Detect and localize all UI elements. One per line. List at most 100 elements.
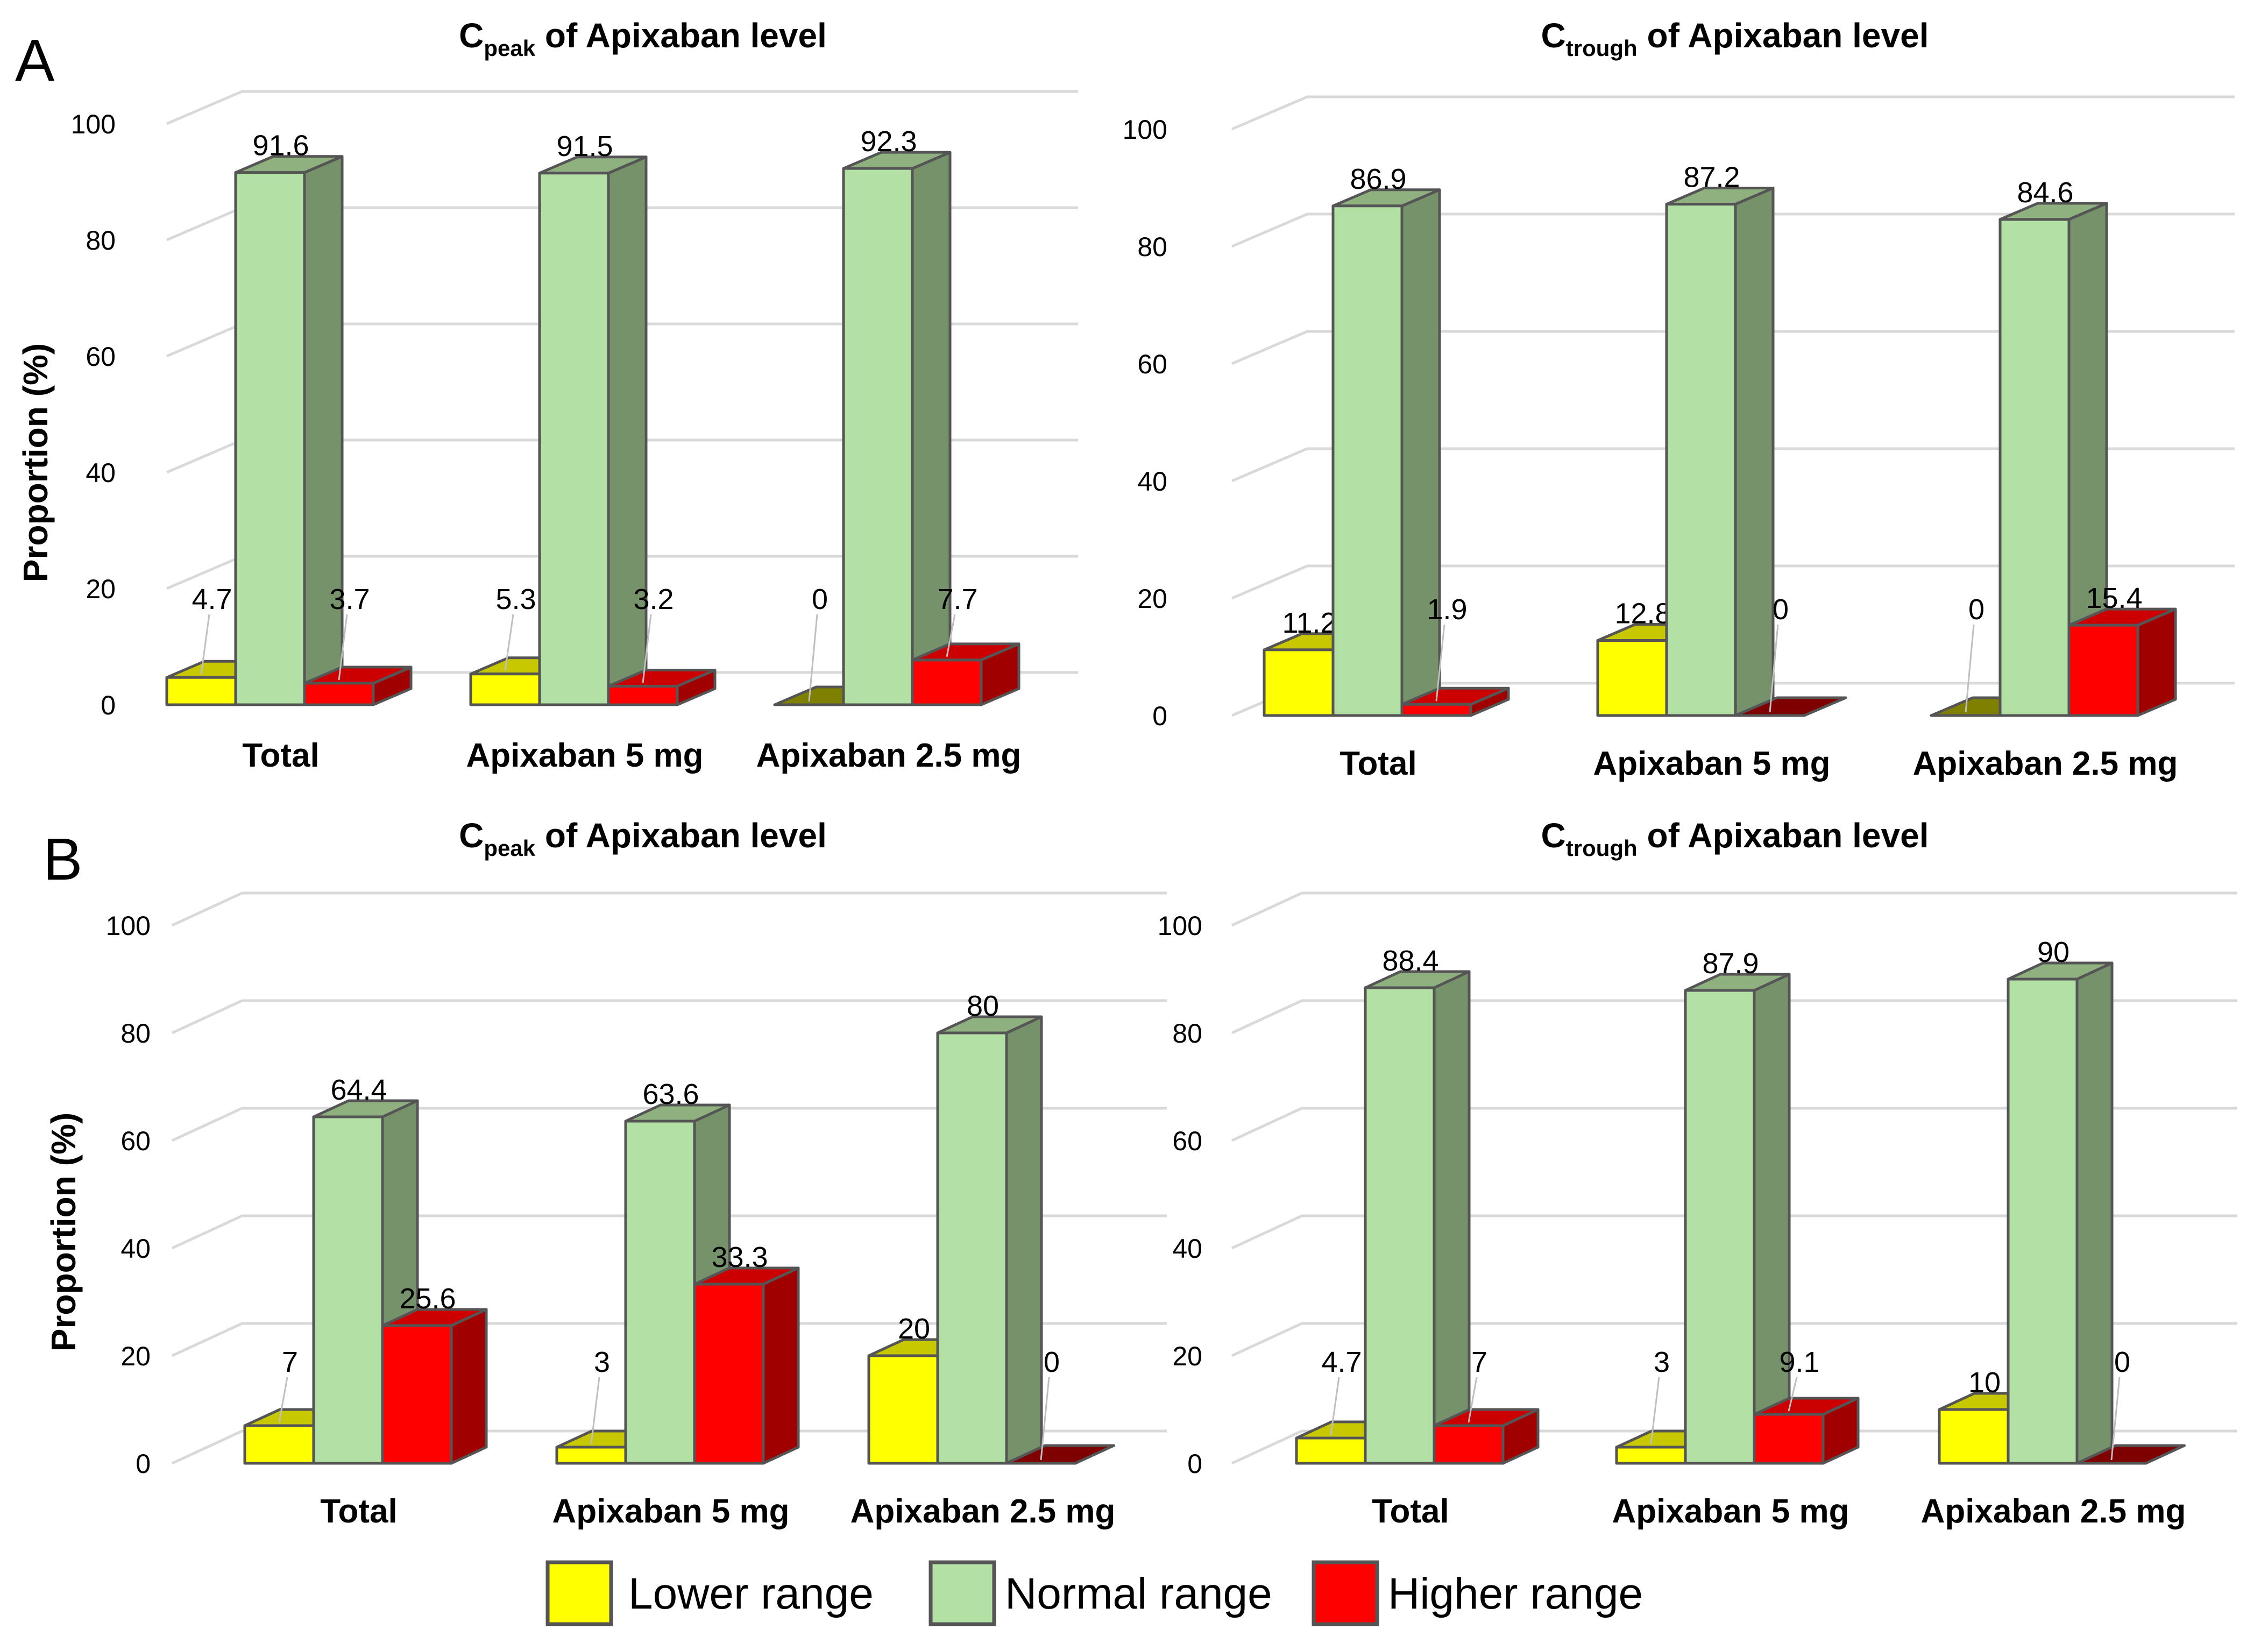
bar-higher-apixaban-2-5-mg [2075,1444,2186,1465]
y-tick-label: 60 [1137,349,1167,379]
bar-front-face [555,1446,627,1465]
bar-normal-apixaban-5-mg [1684,973,1791,1465]
data-label: 25.6 [399,1283,456,1315]
chart-title: Ctrough of Apixaban level [1541,16,1929,61]
y-tick-label: 40 [121,1234,151,1264]
charts-layer: Cpeak of Apixaban level0204060801004.791… [71,16,2237,1530]
leader-line [338,614,348,681]
chart-title: Cpeak of Apixaban level [459,16,827,61]
bar-front-face [1684,989,1756,1465]
data-label: 87.2 [1683,161,1740,194]
bar-normal-apixaban-2-5-mg [2007,961,2114,1465]
bar-front-face [538,172,610,706]
leader-line [590,1377,600,1444]
data-label: 84.6 [2017,176,2073,209]
y-tick-label: 100 [71,109,116,139]
bar-front-face [936,1031,1008,1465]
bar-higher-apixaban-2-5-mg [1005,1444,1115,1465]
bar-front-face [624,1120,696,1465]
y-tick-label: 100 [106,911,151,941]
leader-line [200,614,210,675]
leader-line [1468,1377,1478,1423]
data-label: 11.2 [1282,607,1336,639]
data-label: 88.4 [1382,945,1438,977]
bar-side-face [450,1308,488,1465]
leader-line [1650,1377,1660,1444]
data-label: 4.7 [192,583,232,615]
legend-swatch-normal [929,1560,996,1626]
bar-higher-apixaban-5-mg [693,1266,800,1465]
x-category-label: Apixaban 2.5 mg [1921,1493,2186,1530]
leader-line [1330,1377,1340,1435]
legend-swatch-lower [545,1560,613,1626]
y-tick-label: 40 [86,458,116,488]
data-label: 64.4 [330,1074,387,1106]
y-tick-label: 60 [1172,1126,1202,1156]
bar-front-face [1331,204,1404,717]
data-label: 5.3 [495,583,536,615]
gridline [1231,330,2235,365]
bar-front-face [469,672,541,706]
leader-line [1965,624,1975,713]
y-tick-label: 20 [1172,1341,1202,1371]
panel-label-a: A [15,27,55,94]
leader-line [1788,1377,1798,1412]
leader-line [1435,624,1445,702]
chart-title: Ctrough of Apixaban level [1541,816,1929,861]
gridline [1231,1322,2237,1357]
gridline [1231,213,2235,248]
gridline [1231,1429,2237,1465]
data-label: 10 [1968,1366,2001,1399]
y-tick-label: 80 [1172,1018,1202,1049]
bar-side-face [303,155,344,706]
y-tick-label: 80 [1137,232,1167,262]
gridline [1231,564,2235,600]
bar-side-face [762,1266,800,1465]
bar-side-face [1433,970,1471,1465]
bar-front-face [1400,703,1472,717]
bar-higher-apixaban-2-5-mg [2067,607,2177,717]
bar-side-face [911,151,952,706]
leader-line [2110,1377,2121,1461]
bar-side-face [607,155,648,706]
y-tick-label: 40 [1137,466,1167,497]
bar-front-face [381,1324,453,1465]
bar-front-face [165,676,237,706]
chart-1: Cpeak of Apixaban level 0 20 40 60 80 100 4.7 91… [71,16,1078,774]
bar-normal-apixaban-5-mg [538,155,648,706]
y-tick-label: 60 [86,342,116,372]
data-label: 90 [2037,936,2069,968]
data-label: 7 [1471,1346,1487,1378]
data-label: 3 [594,1346,610,1378]
leader-line [1769,624,1779,713]
y-tick-label: 100 [1123,115,1167,145]
bar-front-face [1364,986,1436,1465]
data-label: 0 [1044,1346,1060,1378]
bar-side-face [1734,187,1775,717]
bar-side-face [1753,973,1791,1465]
x-category-label: Total [320,1493,398,1530]
chart-3: Cpeak of Apixaban level 0 20 40 60 80 100 7 64.4… [106,816,1167,1530]
gridline [171,1107,1167,1142]
bar-higher-total [303,665,413,706]
data-label: 80 [967,990,999,1022]
bar-normal-apixaban-2-5-mg [936,1015,1043,1465]
bar-higher-apixaban-5-mg [607,668,717,706]
bar-front-face [842,167,914,706]
y-axis-label-b: Proportion (%) [44,1113,83,1351]
bar-normal-total [1364,970,1471,1465]
y-tick-label: 80 [121,1018,151,1049]
data-label: 0 [2114,1346,2130,1378]
gridline [171,1429,1167,1465]
y-tick-label: 80 [86,225,116,256]
chart-2: Ctrough of Apixaban level 0 20 40 60 80 100 11.… [1123,16,2235,782]
bar-zero-face [2075,1444,2186,1465]
legend-label-lower: Lower range [628,1569,874,1618]
bar-front-face [2067,624,2139,717]
y-tick-label: 0 [1187,1449,1202,1479]
data-label: 63.6 [642,1078,699,1110]
bar-normal-apixaban-2-5-mg [842,151,952,706]
gridline [171,1214,1167,1250]
bar-front-face [234,171,306,706]
bar-front-face [1433,1424,1505,1465]
